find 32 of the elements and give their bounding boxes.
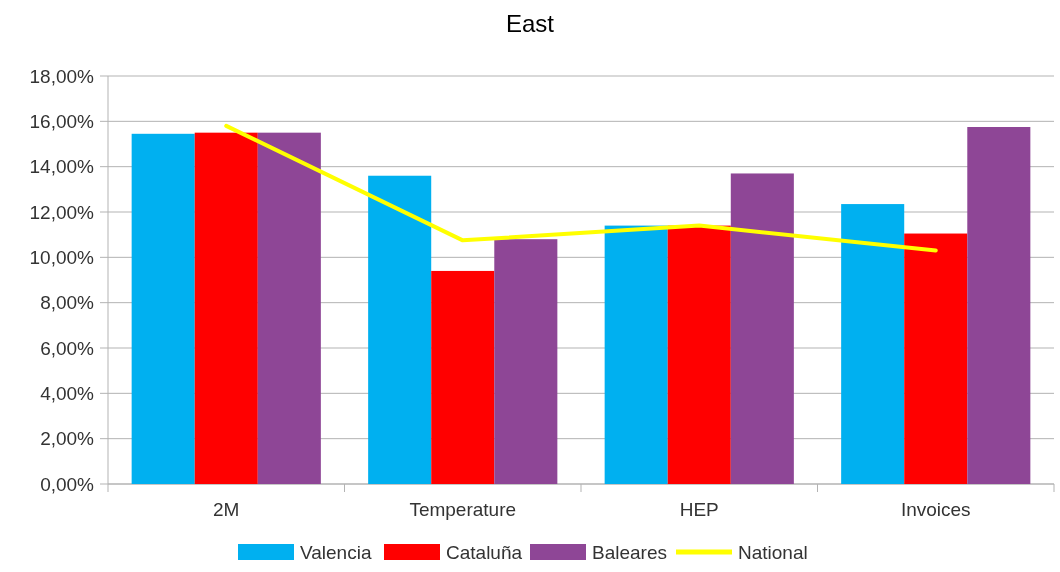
y-tick-label: 4,00% [40,382,95,404]
legend-label: Cataluña [446,541,523,563]
y-tick-label: 16,00% [29,110,95,132]
bar [730,173,794,484]
y-tick-label: 2,00% [40,428,95,450]
y-tick-label: 12,00% [29,201,95,223]
y-tick-label: 14,00% [29,156,95,178]
bar [194,132,258,484]
legend-label: Valencia [300,541,372,563]
bar [368,175,432,484]
y-tick-label: 6,00% [40,337,95,359]
bar [604,225,668,484]
line-series [224,123,938,253]
bar [131,133,195,484]
bar [967,127,1031,484]
y-tick-label: 18,00% [29,65,95,87]
chart-title: East [505,10,555,37]
legend-label: Baleares [592,541,667,563]
x-tick-label: HEP [679,499,719,520]
y-tick-label: 8,00% [40,292,95,314]
x-tick-label: Invoices [900,499,971,520]
bar [494,239,558,484]
legend-label: National [738,541,808,563]
bar [904,233,968,484]
bar [257,132,321,484]
bar [431,270,495,484]
y-tick-label: 0,00% [40,473,95,495]
bar [667,225,731,484]
x-tick-label: 2M [213,499,240,520]
x-tick-label: Temperature [409,499,517,520]
bar [841,204,905,484]
y-tick-label: 10,00% [29,246,95,268]
